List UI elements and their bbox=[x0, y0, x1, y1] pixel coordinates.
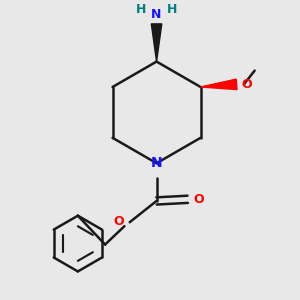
Text: N: N bbox=[151, 156, 162, 170]
Polygon shape bbox=[201, 79, 237, 90]
Text: O: O bbox=[241, 78, 251, 91]
Text: H: H bbox=[136, 3, 146, 16]
Text: O: O bbox=[193, 193, 204, 206]
Text: H: H bbox=[167, 3, 178, 16]
Polygon shape bbox=[151, 24, 162, 61]
Text: O: O bbox=[114, 215, 124, 228]
Text: N: N bbox=[152, 8, 162, 21]
